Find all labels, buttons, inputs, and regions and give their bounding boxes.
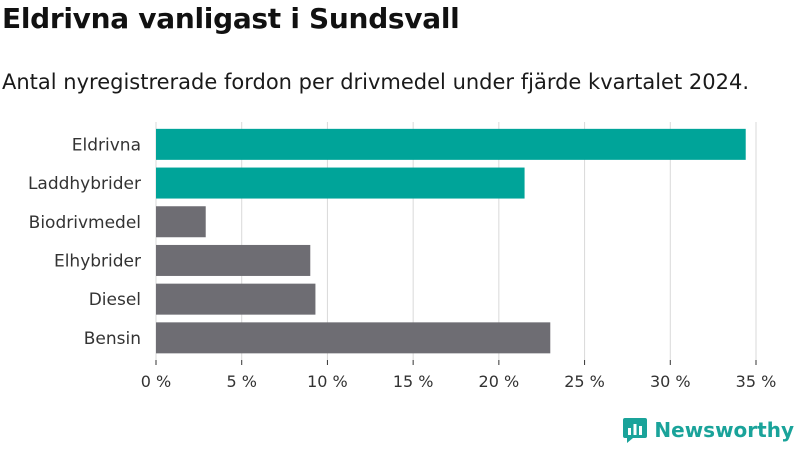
bar bbox=[156, 206, 206, 238]
brand-name: Newsworthy bbox=[654, 418, 794, 442]
bar bbox=[156, 322, 551, 354]
brand-logo: Newsworthy bbox=[622, 416, 794, 444]
x-tick-label: 10 % bbox=[307, 372, 348, 391]
x-tick-label: 35 % bbox=[736, 372, 777, 391]
x-tick-label: 25 % bbox=[564, 372, 605, 391]
chart-title: Eldrivna vanligast i Sundsvall bbox=[2, 2, 460, 35]
bars bbox=[156, 128, 746, 354]
bar bbox=[156, 128, 746, 160]
category-label: Laddhybrider bbox=[28, 174, 141, 194]
x-tick-label: 20 % bbox=[479, 372, 520, 391]
category-label: Diesel bbox=[89, 290, 141, 310]
chart-subtitle: Antal nyregistrerade fordon per drivmede… bbox=[2, 70, 750, 94]
category-labels: Eldrivna Laddhybrider Biodrivmedel Elhybrid… bbox=[28, 135, 141, 349]
bar bbox=[156, 283, 316, 315]
x-axis: 0 % 5 % 10 % 15 % 20 % 25 % 30 % 35 % bbox=[141, 360, 777, 391]
category-label: Bensin bbox=[84, 329, 141, 349]
category-label: Biodrivmedel bbox=[29, 213, 141, 233]
gridlines bbox=[155, 122, 757, 360]
x-tick-label: 5 % bbox=[226, 372, 256, 391]
category-label: Elhybrider bbox=[54, 251, 141, 271]
category-label: Eldrivna bbox=[72, 135, 141, 155]
bar bbox=[156, 244, 311, 276]
bar bbox=[156, 167, 525, 199]
x-tick-label: 0 % bbox=[141, 372, 171, 391]
x-tick-label: 15 % bbox=[393, 372, 434, 391]
bar-chart: Eldrivna Laddhybrider Biodrivmedel Elhybrid… bbox=[28, 122, 777, 391]
x-tick-label: 30 % bbox=[650, 372, 691, 391]
newsworthy-logo-icon bbox=[623, 418, 648, 443]
